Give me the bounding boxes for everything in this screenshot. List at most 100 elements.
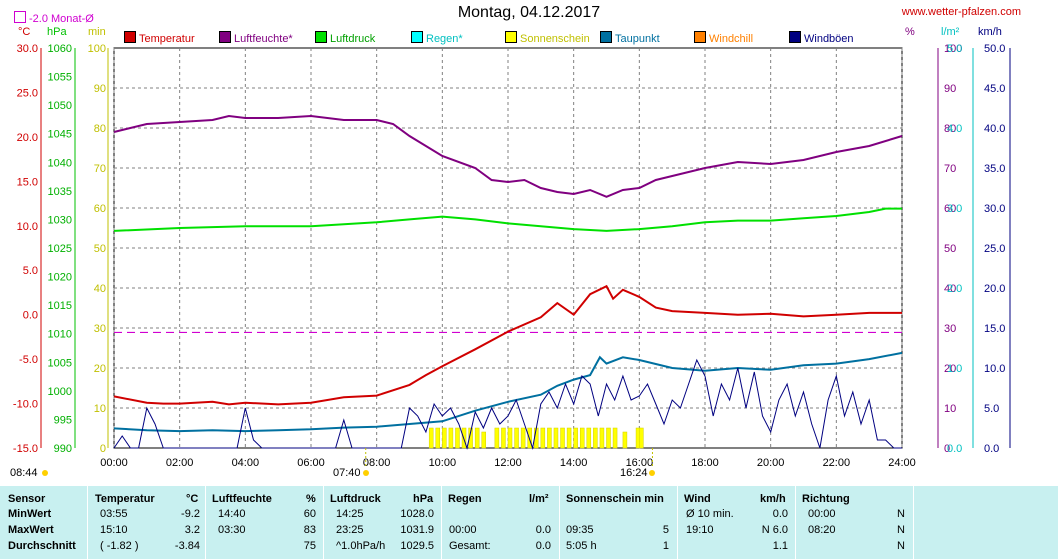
tick-label: 60 [94, 203, 106, 215]
sunshine-bar [606, 427, 611, 449]
sunshine-bar [455, 427, 460, 449]
website-link[interactable]: www.wetter-pfalzen.com [901, 6, 1021, 18]
tick-label: 1055 [48, 72, 72, 84]
table-cell-d-val: N [897, 524, 905, 536]
header-wind: Wind [684, 493, 711, 505]
sunshine-bar [566, 427, 572, 449]
x-tick-label: 18:00 [691, 457, 719, 469]
tick-label: 30 [944, 323, 956, 335]
sunshine-bar [494, 427, 500, 449]
sunshine-bar [514, 427, 519, 449]
legend-swatch [219, 31, 231, 43]
header-pressure-unit: hPa [413, 493, 434, 505]
left-time: 08:44 [10, 467, 38, 479]
tick-label: 1005 [48, 357, 72, 369]
tick-label: 0.0 [984, 443, 999, 455]
tick-label: 60 [944, 203, 956, 215]
x-tick-label: 22:00 [823, 457, 851, 469]
sunshine-bar [468, 427, 473, 449]
header-temperature-unit: °C [186, 493, 199, 505]
legend-item: Windchill [694, 31, 753, 45]
table-cell-w-time: Ø 10 min. [686, 508, 734, 520]
table-cell-d-val: N [897, 540, 905, 552]
table-cell-s-val: 1 [662, 540, 669, 552]
table-cell-d-val: N [897, 508, 905, 520]
tick-label: 10 [94, 403, 106, 415]
sunshine-bar [599, 427, 605, 449]
sunshine-bar [612, 427, 618, 449]
table-cell-t-val: 3.2 [184, 524, 200, 536]
tick-label: 1035 [48, 186, 72, 198]
legend-swatch [694, 31, 706, 43]
x-tick-label: 00:00 [100, 457, 128, 469]
chart-title: Montag, 04.12.2017 [457, 4, 601, 21]
month-average-label: -2.0 Monat-Ø [29, 13, 94, 25]
tick-label: 1025 [48, 243, 72, 255]
legend-label: Sonnenschein [520, 33, 590, 45]
legend-item: Temperatur [124, 31, 195, 45]
tick-label: 1040 [48, 157, 72, 169]
table-cell-s-val: 5 [662, 524, 669, 536]
legend-item: Luftdruck [315, 31, 375, 45]
tick-label: 10.0 [17, 221, 38, 233]
tick-label: 990 [54, 443, 72, 455]
table-cell-w-val: 1.1 [772, 540, 788, 552]
tick-label: 45.0 [984, 83, 1005, 95]
table-cell-t-val: -3.84 [174, 540, 200, 552]
x-tick-label: 12:00 [494, 457, 522, 469]
tick-label: 20 [94, 363, 106, 375]
header-humidity: Luftfeuchte [212, 493, 272, 505]
tick-label: 50 [94, 243, 106, 255]
tick-label: 70 [944, 163, 956, 175]
unit-min: min [88, 26, 106, 38]
series-line-taupunkt [113, 351, 903, 433]
legend-label: Windchill [709, 33, 754, 45]
sunshine-bar [520, 427, 526, 449]
tick-label: 0.0 [23, 310, 38, 322]
tick-label: 1020 [48, 272, 72, 284]
sunshine-bar [579, 427, 585, 449]
month-average-legend: -2.0 Monat-Ø [14, 11, 94, 25]
table-cell-p-time: 14:25 [336, 508, 364, 520]
statistics-table: Sensor Temperatur °C Luftfeuchte % Luftd… [0, 486, 1058, 559]
tick-label: 1015 [48, 300, 72, 312]
sunset-time: 16:24 [620, 467, 648, 479]
tick-label: 0.0 [947, 443, 962, 455]
series-line-luftdruck [113, 207, 902, 232]
x-tick-label: 10:00 [429, 457, 457, 469]
header-temperature: Temperatur [95, 493, 155, 505]
legend-label: Regen* [426, 33, 463, 45]
tick-label: 40 [94, 283, 106, 295]
tick-label: 1.0 [947, 363, 962, 375]
tick-label: 25.0 [984, 243, 1005, 255]
sunshine-bar [501, 427, 506, 449]
series-line-windben [113, 358, 902, 450]
legend-item: Taupunkt [600, 31, 660, 45]
unit-hpa: hPa [47, 26, 67, 38]
x-tick-label: 24:00 [888, 457, 916, 469]
tick-label: 1000 [48, 386, 72, 398]
header-rain: Regen [448, 493, 482, 505]
table-cell-h-val: 75 [303, 540, 316, 552]
sunshine-bar [435, 427, 441, 449]
sunshine-bar [481, 431, 486, 449]
tick-label: 4.0 [947, 123, 962, 135]
tick-label: 100 [88, 43, 106, 55]
table-cell-s-time: 09:35 [566, 524, 594, 536]
table-cell-t-val: -9.2 [181, 508, 200, 520]
sun-icon [649, 470, 655, 476]
table-cell-r-val: 0.0 [535, 540, 551, 552]
sunshine-bar [586, 427, 592, 449]
tick-label: 20.0 [984, 283, 1005, 295]
header-wind-unit: km/h [760, 493, 786, 505]
unit-kmh: km/h [978, 26, 1002, 38]
legend-item: Windböen [789, 31, 854, 45]
tick-label: 2.0 [947, 283, 962, 295]
table-cell-w-time: 19:10 [686, 524, 714, 536]
tick-label: -15.0 [13, 443, 38, 455]
x-tick-label: 02:00 [166, 457, 194, 469]
table-cell-w-val: N 6.0 [761, 524, 788, 536]
tick-label: 1030 [48, 214, 72, 226]
tick-label: 5.0 [947, 43, 962, 55]
x-tick-label: 08:00 [363, 457, 391, 469]
